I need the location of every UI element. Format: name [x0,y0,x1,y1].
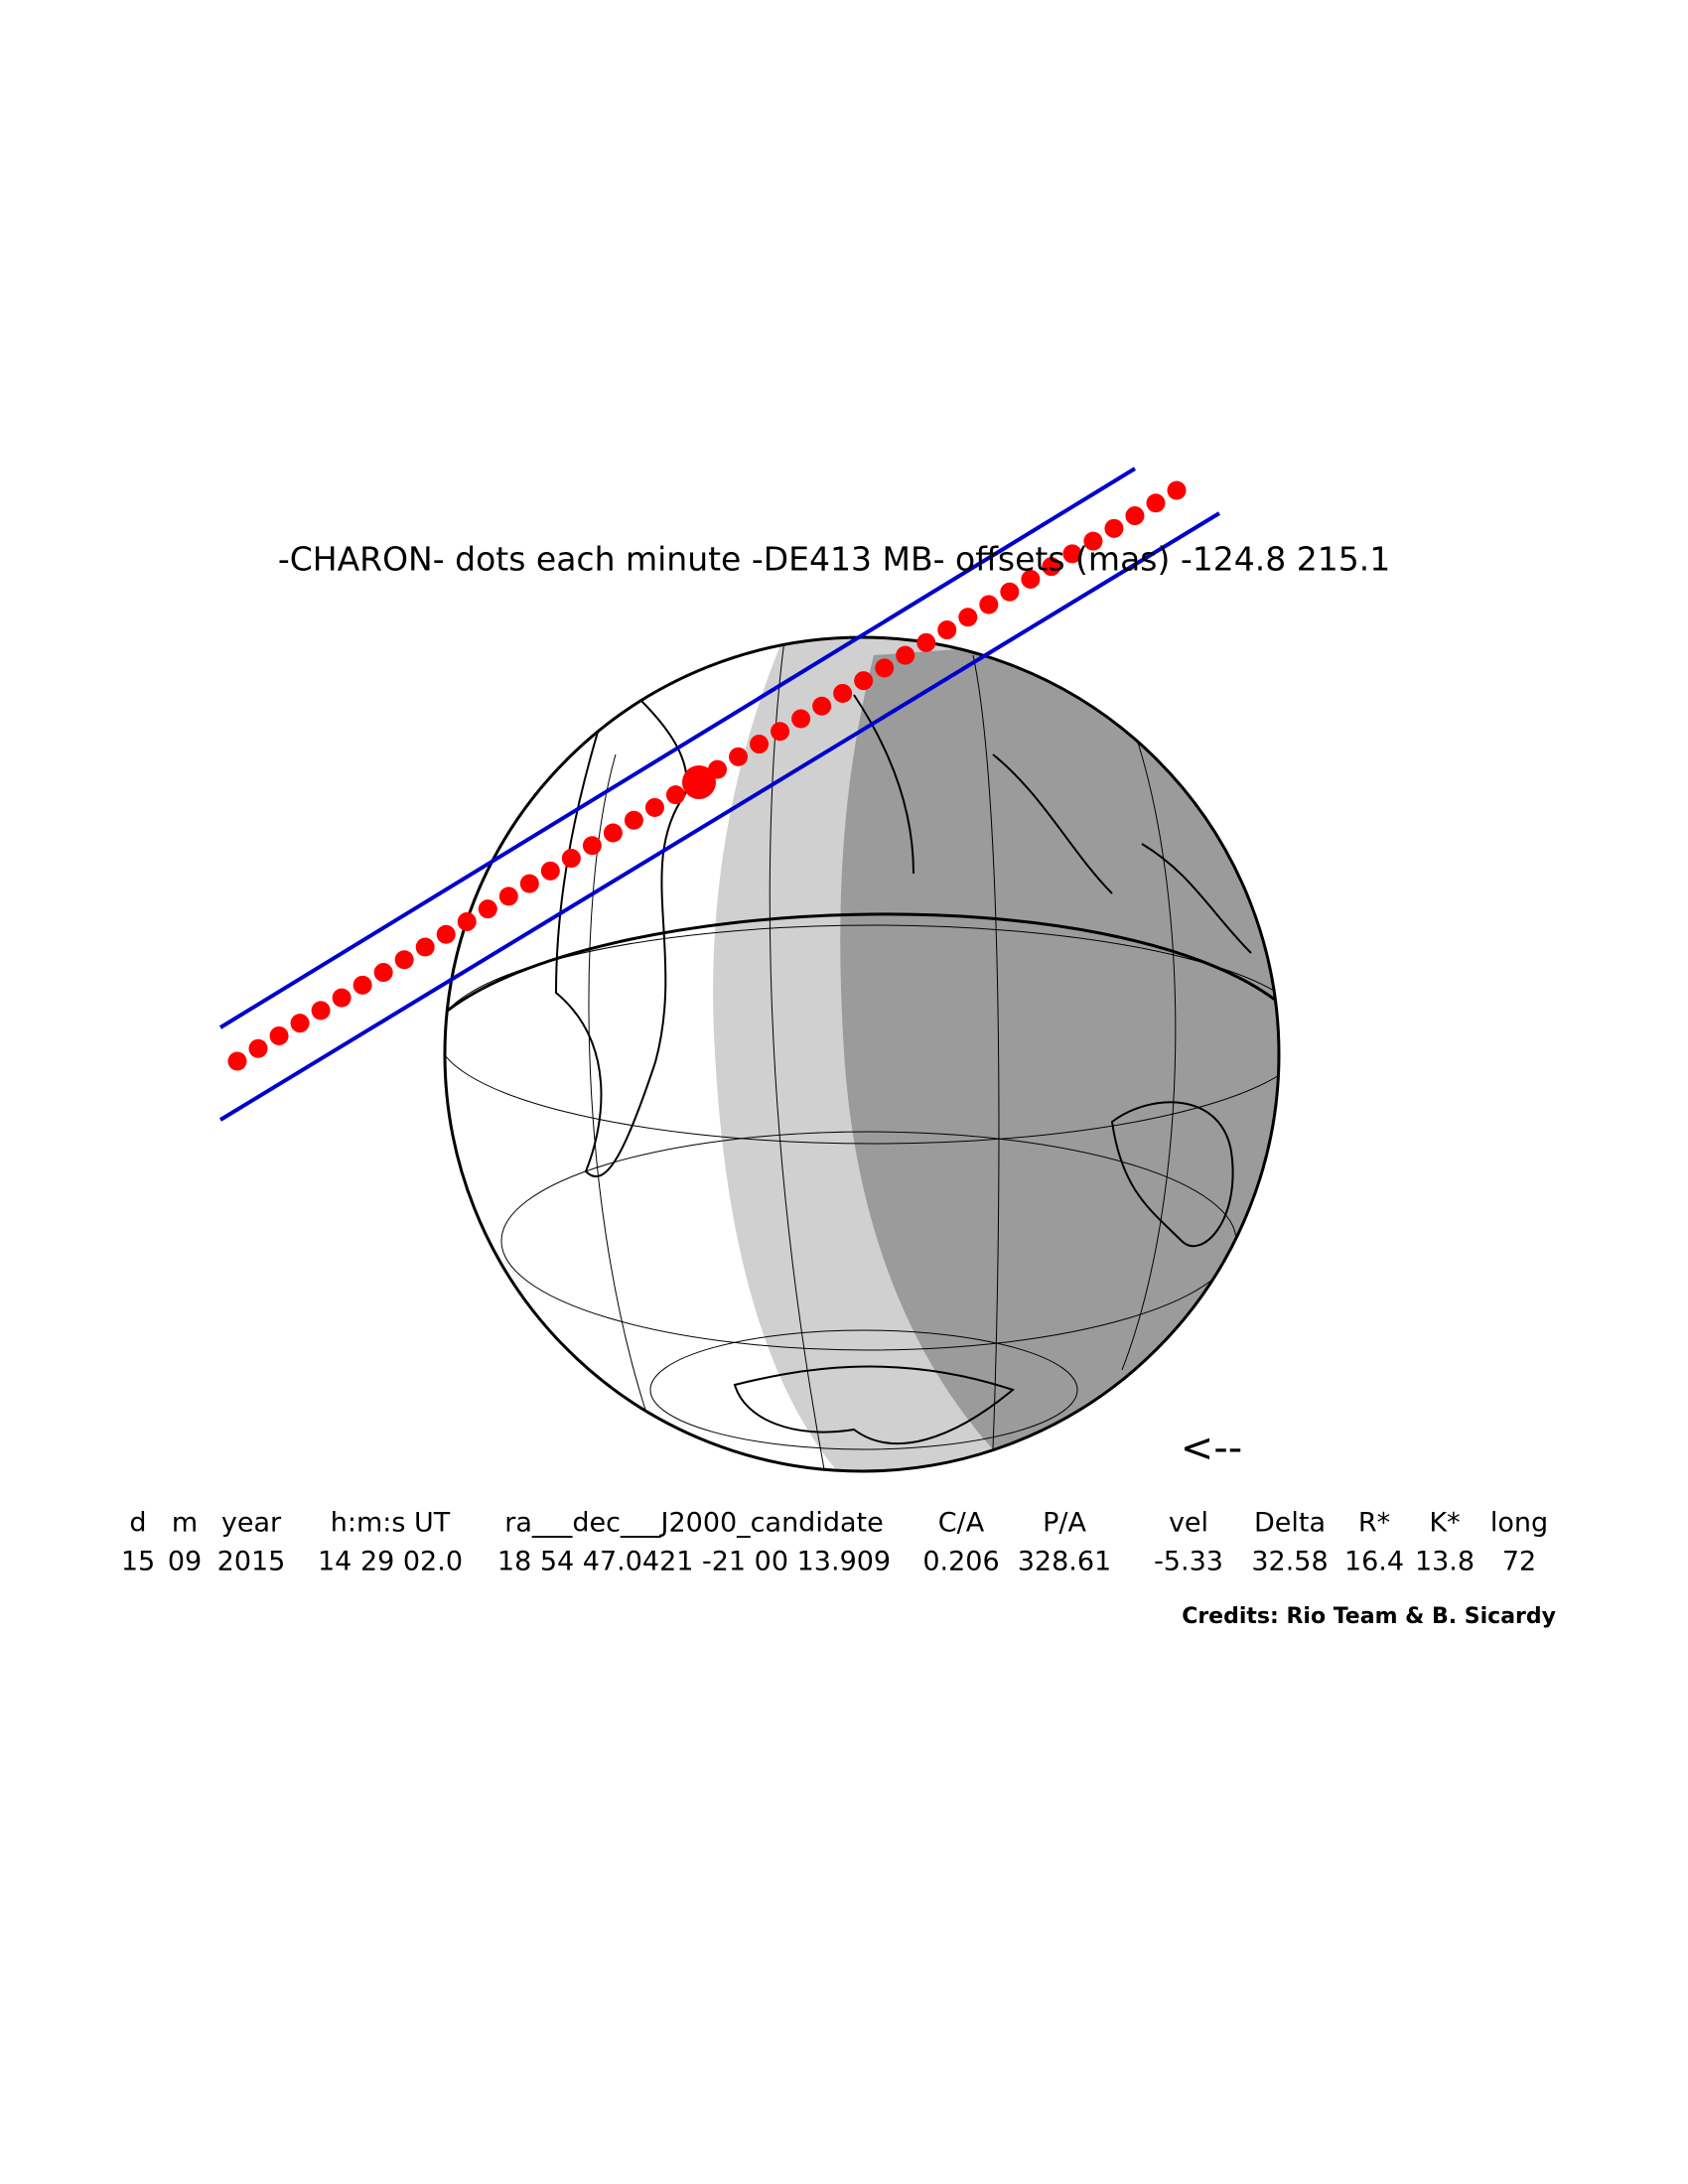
table-header: C/A [938,1508,985,1539]
table-cell: 09 [168,1547,202,1577]
minute-dot [958,608,978,627]
table-cell: 328.61 [1018,1547,1111,1577]
minute-dot [415,937,435,957]
minute-dot [603,823,623,843]
minute-dot [519,874,539,893]
minute-dot [644,797,664,817]
minute-dot [1146,493,1166,513]
table-cell: 14 29 02.0 [318,1547,463,1577]
shading [713,637,1279,1471]
minute-dot [394,950,414,970]
minute-dot [875,658,895,678]
parallel [445,924,1279,1145]
minute-dot [1021,569,1041,589]
minute-dot [979,595,999,614]
minute-dot [916,632,936,652]
minute-dot [812,696,832,716]
minute-dot [582,836,602,856]
minute-dot [1167,480,1187,500]
globe [443,635,1281,1473]
table-header: long [1490,1508,1548,1539]
minute-dot [665,785,685,805]
minute-dot [436,924,456,944]
minute-dot [833,683,853,703]
table-header: ra___dec___J2000_candidate [504,1508,883,1539]
table-header: R* [1358,1508,1390,1539]
coastline [554,673,688,1177]
table-cell: 72 [1502,1547,1536,1577]
table-cell: 0.206 [922,1547,999,1577]
minute-dot [248,1038,268,1058]
minute-dot [1062,544,1082,564]
minute-dot [771,722,790,742]
closest-approach-dot [682,765,716,799]
minute-dot [854,671,874,691]
meridian [769,639,825,1470]
minute-dot [561,849,581,869]
meridian [588,753,646,1411]
direction-arrow: <-- [1181,1426,1242,1471]
meridian [1121,724,1177,1371]
shadow-path [218,467,1221,1122]
table-cell: 18 54 47.0421 -21 00 13.909 [497,1547,891,1577]
coastline [853,694,1252,954]
minute-dot [498,887,518,906]
data-table: d m year h:m:s UT ra___dec___J2000_candidate… [121,1508,1548,1577]
shadow-limit [218,511,1221,1122]
table-cell: -5.33 [1154,1547,1223,1577]
minute-dot [332,988,352,1008]
table-header: K* [1429,1508,1460,1539]
table-header: P/A [1043,1508,1086,1539]
table-cell: 15 [121,1547,155,1577]
minute-dot [373,963,393,983]
credits: Credits: Rio Team & B. Sicardy [1182,1604,1556,1629]
table-header: d [129,1508,146,1539]
coastline [1110,1101,1234,1248]
minute-dot [1083,531,1103,551]
minute-dot [540,861,560,881]
minute-dot [729,747,749,766]
minute-dot [311,1001,331,1021]
title: -CHARON- dots each minute -DE413 MB- off… [278,540,1390,579]
night-zone [840,637,1279,1459]
coastline [733,1365,1016,1444]
minute-dot [791,709,811,729]
minute-dot [457,911,477,931]
shadow-limit [218,467,1137,1029]
table-cell: 32.58 [1251,1547,1328,1577]
minute-dot [896,645,915,665]
minute-dot [1000,582,1020,602]
table-header: m [172,1508,198,1539]
meridian [972,654,1000,1450]
table-cell: 13.8 [1415,1547,1475,1577]
table-header: vel [1169,1508,1208,1539]
minute-dot [227,1051,247,1071]
table-header: year [221,1508,282,1539]
minute-dot [1042,557,1061,577]
minute-dot [290,1014,310,1033]
minute-dot [624,810,643,830]
table-cell: 16.4 [1344,1547,1404,1577]
minute-dot [1104,518,1124,538]
parallel [649,1329,1078,1450]
minute-dot [352,975,372,995]
equator [445,912,1279,1015]
minute-dot [1125,506,1145,526]
minute-dot [750,735,770,754]
minute-dot [478,899,497,919]
minute-dot [937,620,957,640]
minute-dot [269,1025,289,1045]
table-header: h:m:s UT [331,1508,451,1539]
table-cell: 2015 [217,1547,286,1577]
table-header: Delta [1254,1508,1326,1539]
